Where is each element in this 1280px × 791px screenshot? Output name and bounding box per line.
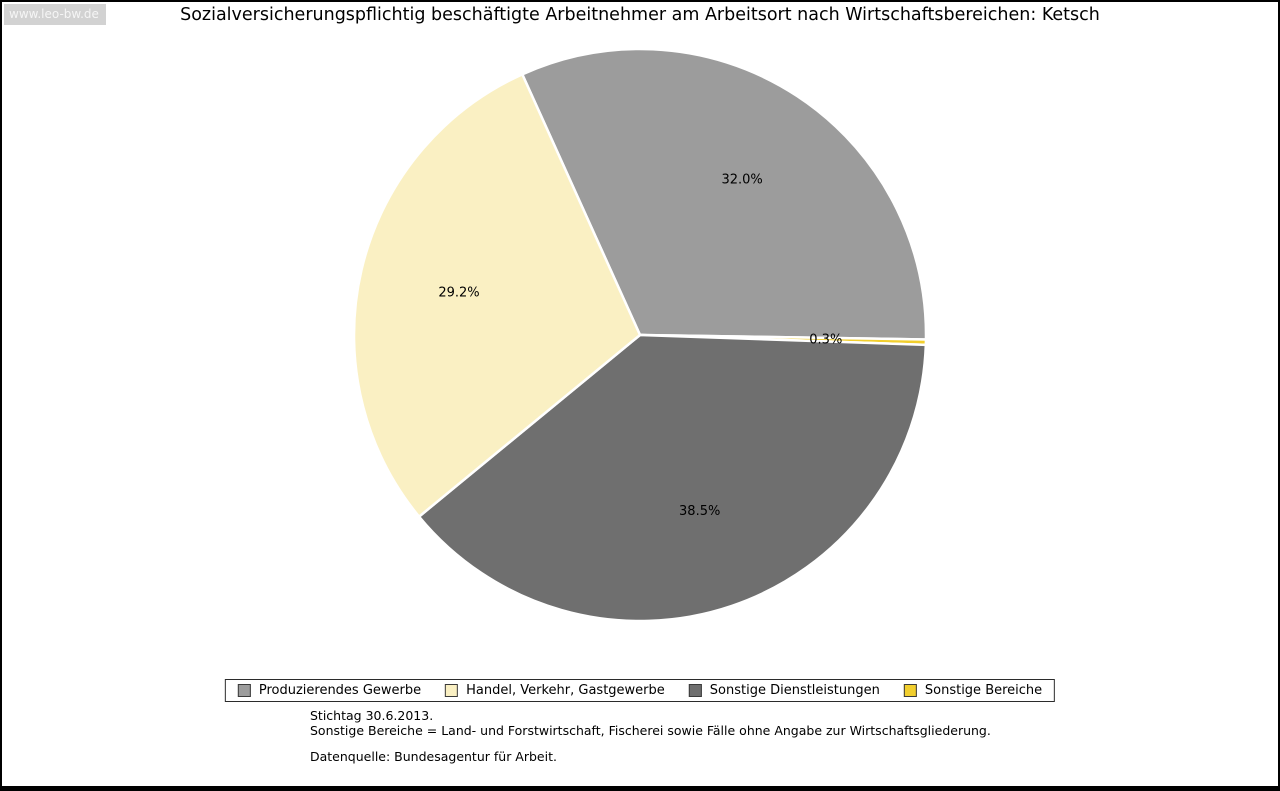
pie-slice-label: 38.5%: [679, 504, 720, 519]
pie-chart: 32.0% 0.3% 38.5% 29.2%: [352, 47, 928, 623]
footnote-definition: Sonstige Bereiche = Land- und Forstwirts…: [310, 723, 991, 738]
legend-item: Sonstige Bereiche: [903, 683, 1043, 698]
legend-label: Handel, Verkehr, Gastgewerbe: [466, 683, 665, 698]
legend-label: Sonstige Dienstleistungen: [709, 683, 880, 698]
legend-swatch: [688, 684, 702, 697]
legend-swatch: [445, 684, 459, 697]
legend-swatch: [903, 684, 917, 697]
watermark: www.leo-bw.de: [4, 4, 106, 25]
page-title: Sozialversicherungspflichtig beschäftigt…: [180, 5, 1100, 25]
pie-slice-3: [352, 73, 642, 518]
legend-label: Produzierendes Gewerbe: [258, 683, 422, 698]
legend-label: Sonstige Bereiche: [924, 683, 1043, 698]
pie-slice-0: [521, 47, 928, 341]
pie-slice-2: [417, 333, 928, 623]
pie-slice-label: 0.3%: [809, 333, 842, 348]
footnote-source: Datenquelle: Bundesagentur für Arbeit.: [310, 749, 557, 764]
legend: Produzierendes Gewerbe Handel, Verkehr, …: [224, 679, 1056, 702]
legend-item: Produzierendes Gewerbe: [237, 683, 422, 698]
pie-slice-label: 32.0%: [721, 173, 762, 188]
footnotes: Stichtag 30.6.2013. Sonstige Bereiche = …: [310, 708, 991, 764]
legend-item: Handel, Verkehr, Gastgewerbe: [445, 683, 665, 698]
pie-slice-label: 29.2%: [438, 286, 479, 301]
legend-item: Sonstige Dienstleistungen: [688, 683, 880, 698]
legend-swatch: [237, 684, 251, 697]
footnote-date: Stichtag 30.6.2013.: [310, 708, 434, 723]
